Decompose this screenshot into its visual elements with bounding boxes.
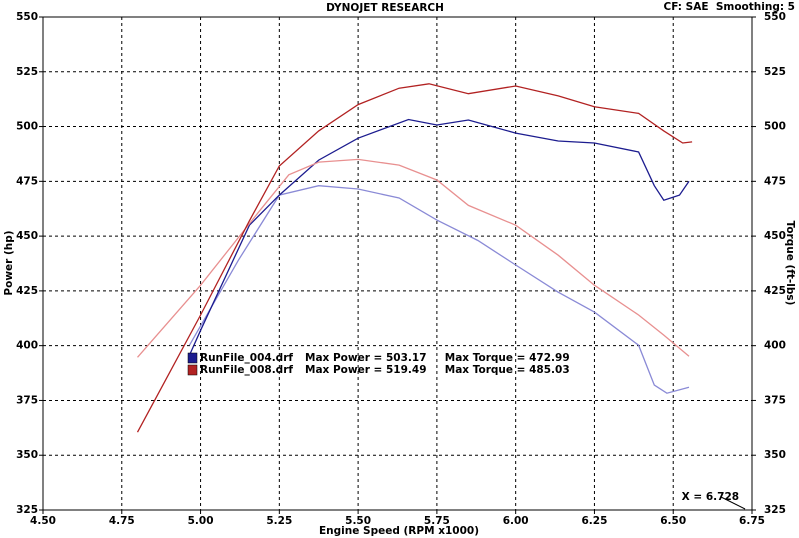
x-tick-label: 5.75 xyxy=(424,515,450,527)
y2-tick-label: 375 xyxy=(764,394,786,406)
x-tick-label: 5.50 xyxy=(345,515,371,527)
y-tick-label: 550 xyxy=(16,11,38,23)
y-axis-label: Power (hp) xyxy=(3,230,15,295)
y2-tick-label: 525 xyxy=(764,66,786,78)
line xyxy=(188,118,690,356)
plot-frame xyxy=(42,16,753,511)
y-tick-label: 500 xyxy=(16,121,38,133)
x-axis-label: Engine Speed (RPM x1000) xyxy=(319,525,479,537)
y-tick-label: 475 xyxy=(16,175,38,187)
y-tick-label: 425 xyxy=(16,285,38,297)
x-tick-label: 5.00 xyxy=(188,515,214,527)
y2-tick-label: 400 xyxy=(764,340,786,352)
chart-title: DYNOJET RESEARCH xyxy=(326,2,444,14)
x-tick-label: 4.75 xyxy=(109,515,135,527)
y2-tick-label: 450 xyxy=(764,230,786,242)
y-tick-label: 350 xyxy=(16,449,38,461)
x-tick-label: 6.75 xyxy=(739,515,765,527)
chart-subtitle: CF: SAE Smoothing: 5 xyxy=(663,1,795,13)
y-tick-label: 450 xyxy=(16,230,38,242)
y2-tick-label: 325 xyxy=(764,504,786,516)
y-tick-label: 525 xyxy=(16,66,38,78)
x-tick-label: 6.00 xyxy=(503,515,529,527)
legend-name: RunFile_008.drf xyxy=(200,364,293,376)
line xyxy=(188,185,690,394)
line xyxy=(136,83,693,433)
legend-swatch xyxy=(187,364,198,376)
legend-name: RunFile_004.drf xyxy=(200,352,293,364)
y2-tick-label: 475 xyxy=(764,175,786,187)
x-tick-label: 5.25 xyxy=(266,515,292,527)
legend-summary: Max Power = 519.49 Max Torque = 485.03 xyxy=(305,364,570,376)
x-tick-label: 4.50 xyxy=(30,515,56,527)
y2-tick-label: 350 xyxy=(764,449,786,461)
legend-swatch xyxy=(187,352,198,364)
y-tick-label: 325 xyxy=(16,504,38,516)
cursor-label: X = 6.728 xyxy=(682,491,739,503)
x-tick-label: 6.50 xyxy=(660,515,686,527)
y2-axis-label: Torque (ft-lbs) xyxy=(784,221,796,306)
x-tick-label: 6.25 xyxy=(581,515,607,527)
y-tick-label: 375 xyxy=(16,394,38,406)
y2-tick-label: 500 xyxy=(764,121,786,133)
line xyxy=(137,158,690,358)
legend-summary: Max Power = 503.17 Max Torque = 472.99 xyxy=(305,352,570,364)
y2-tick-label: 425 xyxy=(764,285,786,297)
cursor-pointer xyxy=(720,496,746,510)
y-tick-label: 400 xyxy=(16,340,38,352)
y2-tick-label: 550 xyxy=(764,11,786,23)
